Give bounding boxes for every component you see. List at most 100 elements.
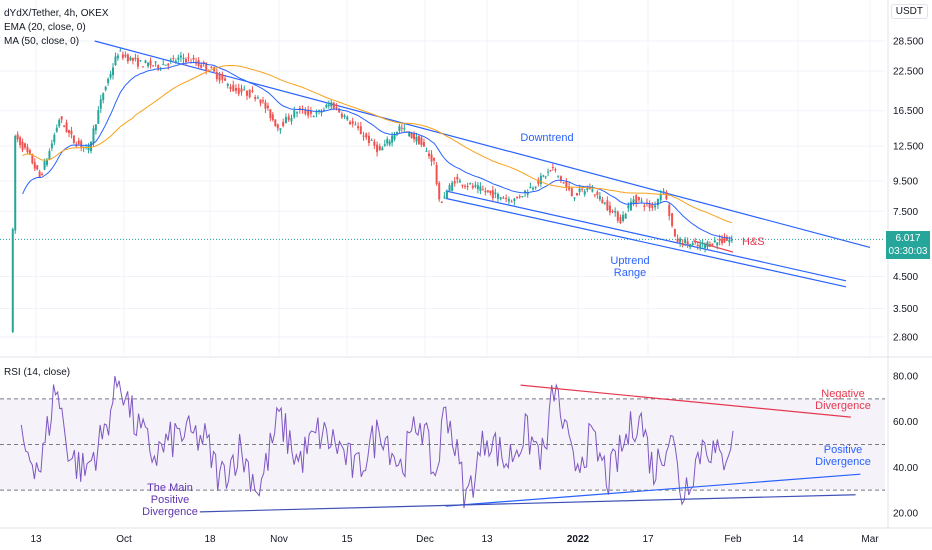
candle-body bbox=[479, 186, 482, 191]
candle-body bbox=[673, 229, 676, 237]
candle-body bbox=[451, 182, 454, 191]
trend-line bbox=[94, 40, 871, 249]
candle-body bbox=[70, 130, 73, 135]
candle-body bbox=[632, 199, 635, 204]
candle-body bbox=[36, 165, 39, 170]
candle-body bbox=[254, 96, 257, 99]
candle-body bbox=[494, 192, 497, 195]
candle-body bbox=[109, 73, 112, 78]
candle-body bbox=[524, 190, 527, 193]
candle-body bbox=[169, 59, 172, 61]
candle-body bbox=[544, 176, 547, 178]
candle-body bbox=[388, 141, 391, 145]
currency-button[interactable]: USDT bbox=[890, 4, 928, 19]
candle-body bbox=[711, 243, 714, 246]
candle-body bbox=[662, 191, 665, 193]
candle-body bbox=[433, 157, 436, 161]
candle-body bbox=[112, 67, 114, 76]
candle-body bbox=[704, 244, 707, 249]
candle-body bbox=[21, 141, 24, 150]
ma-legend[interactable]: MA (50, close, 0) bbox=[4, 36, 80, 47]
candle-body bbox=[526, 192, 529, 195]
candle-body bbox=[534, 186, 537, 188]
candle-body bbox=[427, 153, 430, 157]
main-pane-grid bbox=[0, 0, 932, 358]
candle-body bbox=[464, 185, 467, 187]
candle-body bbox=[116, 55, 119, 59]
candle-body bbox=[307, 109, 310, 116]
candle-body bbox=[537, 179, 540, 184]
candle-body bbox=[629, 201, 632, 211]
candle-body bbox=[124, 54, 127, 57]
candle-body bbox=[381, 147, 384, 151]
candle-body bbox=[570, 188, 573, 197]
candle-body bbox=[365, 133, 368, 138]
candle-body bbox=[226, 83, 229, 86]
candle-body bbox=[28, 150, 31, 154]
candle-body bbox=[279, 128, 282, 131]
candle-body bbox=[167, 63, 170, 66]
candle-body bbox=[144, 60, 147, 63]
candle-body bbox=[367, 135, 370, 144]
candle-body bbox=[476, 185, 479, 190]
trend-line bbox=[445, 190, 847, 282]
candle-body bbox=[440, 201, 443, 203]
candle-body bbox=[327, 104, 330, 107]
candle-body bbox=[466, 185, 469, 187]
candle-body bbox=[410, 132, 413, 139]
rsi-legend[interactable]: RSI (14, close) bbox=[4, 367, 71, 378]
candle-body bbox=[591, 189, 594, 192]
candle-body bbox=[635, 194, 638, 204]
ema-legend[interactable]: EMA (20, close, 0) bbox=[4, 22, 86, 33]
candle-body bbox=[107, 78, 110, 84]
negative-divergence-label: Divergence bbox=[815, 400, 871, 412]
candle-body bbox=[240, 88, 243, 93]
candle-body bbox=[417, 135, 420, 145]
candle-body bbox=[65, 122, 68, 133]
candle-body bbox=[298, 107, 301, 110]
candle-body bbox=[529, 186, 532, 189]
rsi-line bbox=[20, 375, 734, 509]
candle-body bbox=[725, 236, 728, 241]
candle-body bbox=[723, 237, 726, 243]
candle-body bbox=[676, 238, 679, 243]
hs-label: H&S bbox=[742, 236, 765, 248]
candle-body bbox=[598, 195, 601, 200]
candle-body bbox=[359, 126, 362, 135]
candle-body bbox=[99, 99, 102, 109]
candle-body bbox=[177, 57, 180, 60]
candle-body bbox=[689, 243, 692, 248]
candle-body bbox=[425, 150, 428, 152]
candle-body bbox=[340, 113, 343, 118]
candle-body bbox=[357, 126, 360, 129]
candle-body bbox=[627, 205, 630, 209]
candle-body bbox=[551, 166, 554, 168]
candle-body bbox=[312, 116, 315, 118]
main-positive-divergence-label: The Main bbox=[147, 482, 193, 494]
candle-body bbox=[261, 100, 264, 102]
candle-body bbox=[596, 191, 599, 195]
candle-body bbox=[276, 124, 279, 129]
candle-body bbox=[648, 203, 651, 208]
candle-body bbox=[486, 190, 489, 192]
price-tick-label: 12.500 bbox=[893, 142, 924, 153]
candle-body bbox=[395, 131, 398, 135]
candle-body bbox=[586, 188, 589, 191]
candle-body bbox=[716, 242, 719, 246]
main-positive-divergence-line bbox=[199, 494, 856, 513]
candle-body bbox=[681, 242, 684, 246]
candle-body bbox=[63, 125, 66, 127]
candle-body bbox=[80, 140, 83, 148]
candle-body bbox=[507, 199, 510, 202]
candle-body bbox=[77, 140, 80, 144]
candle-body bbox=[518, 196, 521, 198]
candle-body bbox=[330, 102, 333, 107]
candle-body bbox=[58, 119, 61, 127]
candle-body bbox=[539, 175, 542, 185]
candle-body bbox=[370, 139, 373, 141]
candle-body bbox=[304, 110, 307, 115]
candle-body bbox=[730, 239, 733, 241]
candle-body bbox=[33, 162, 36, 169]
candle-body bbox=[315, 112, 318, 114]
price-tick-label: 4.500 bbox=[893, 272, 918, 283]
